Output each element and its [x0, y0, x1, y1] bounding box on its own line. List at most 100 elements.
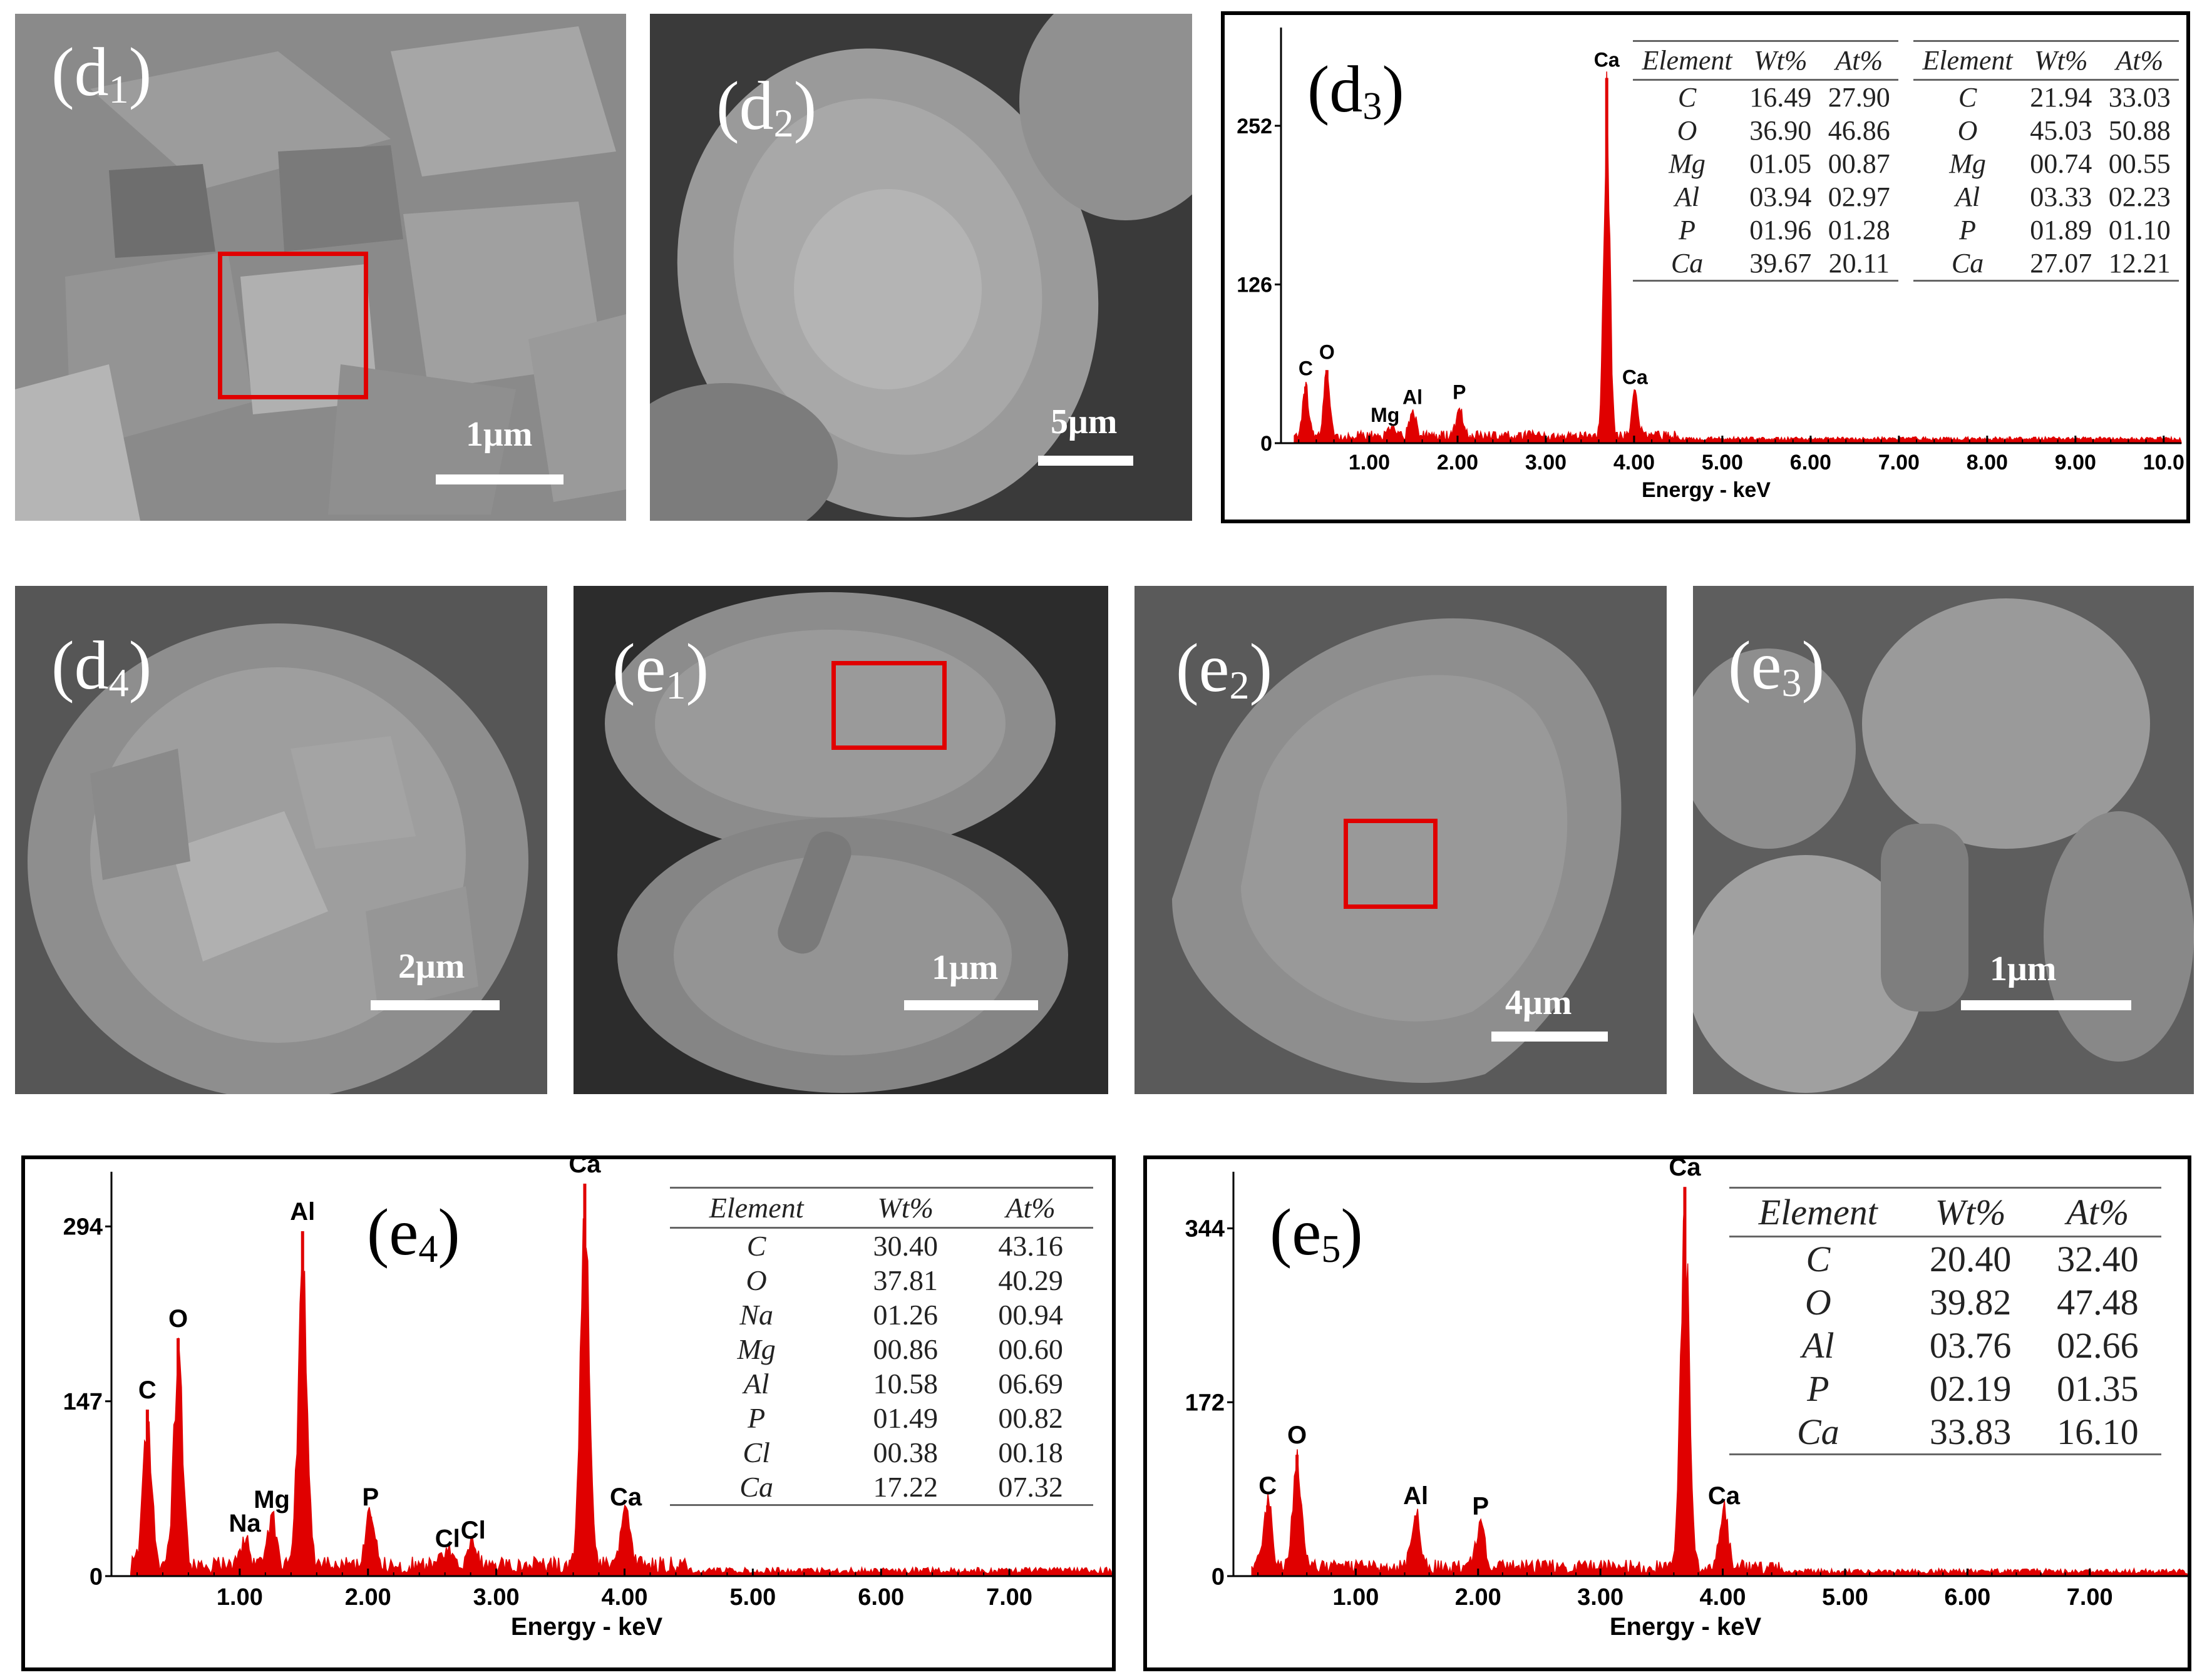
- y-tick-label: 252: [1237, 115, 1272, 138]
- element-cell: Ca: [1729, 1410, 1907, 1455]
- table-header: Wt%: [2022, 40, 2101, 81]
- sem-texture: [650, 14, 1192, 521]
- y-tick-label: 0: [1212, 1564, 1225, 1590]
- element-cell: P: [1959, 215, 1976, 245]
- value-cell: 27.90: [1828, 82, 1890, 113]
- scale-line: [1491, 1032, 1608, 1042]
- table-header: Element: [1913, 40, 2022, 81]
- table-header: At%: [2100, 40, 2179, 81]
- peak-label: Al: [1403, 1482, 1428, 1510]
- eds-spectrum-e5: 1.00 2.00 3.00 4.00 5.00 6.00 7.00 Energy - keV…: [1185, 1159, 2188, 1641]
- table-row: O 37.81 40.29: [670, 1263, 1093, 1298]
- scale-label: 1μm: [466, 415, 533, 454]
- sem-texture: [1693, 586, 2194, 1094]
- sem-image-e2: (e2) 4μm: [1135, 586, 1667, 1094]
- peak-label: Ca: [1708, 1482, 1741, 1510]
- x-tick-label: 5.00: [729, 1584, 776, 1611]
- peak-label: Ca: [1622, 366, 1648, 389]
- x-tick-label: 7.00: [986, 1584, 1032, 1611]
- scale-label: 2μm: [398, 947, 465, 986]
- table-header: Element: [670, 1187, 843, 1229]
- x-tick-label: 3.00: [473, 1584, 520, 1611]
- element-cell: C: [1677, 82, 1697, 113]
- value-cell: 07.32: [968, 1470, 1093, 1506]
- table-row: Ca 33.83 16.10: [1729, 1410, 2161, 1455]
- value-cell: 20.11: [1819, 247, 1898, 282]
- table-row: C 16.49 27.90: [1633, 80, 1898, 115]
- value-cell: 50.88: [2108, 115, 2171, 146]
- peak-label: Mg: [254, 1486, 290, 1514]
- y-tick-label: 344: [1185, 1216, 1225, 1242]
- element-cell: Mg: [1669, 148, 1706, 179]
- x-tick-label: 6.00: [858, 1584, 904, 1611]
- x-tick-label: 8.00: [1967, 451, 2008, 474]
- table-row: Al 03.76 02.66: [1729, 1324, 2161, 1367]
- peak-label: Al: [290, 1198, 315, 1226]
- value-cell: 00.82: [998, 1402, 1063, 1434]
- table-row: P 01.89 01.10: [1913, 213, 2179, 247]
- roi-box: [1344, 819, 1438, 909]
- table-row: Al 03.94 02.97: [1633, 180, 1898, 213]
- element-cell: Al: [1955, 182, 1980, 212]
- table-header: Element: [1633, 40, 1742, 81]
- value-cell: 27.07: [2022, 247, 2101, 282]
- peak-label: Cl: [461, 1517, 486, 1544]
- spectrum-trace: [1294, 71, 2182, 444]
- scale-label: 1μm: [1990, 950, 2057, 988]
- table-row: O 45.03 50.88: [1913, 114, 2179, 147]
- value-cell: 02.23: [2108, 182, 2171, 212]
- value-cell: 02.19: [1929, 1368, 2012, 1409]
- value-cell: 01.49: [873, 1402, 938, 1434]
- eds-spectrum-e4: 1.00 2.00 3.00 4.00 5.00 6.00 7.00 Energy - keV…: [63, 1159, 1112, 1641]
- sem-image-d1: (d1) 1μm: [15, 14, 626, 521]
- x-tick-label: 1.00: [217, 1584, 263, 1611]
- element-cell: Ca: [670, 1470, 843, 1506]
- value-cell: 03.33: [2030, 182, 2092, 212]
- element-cell: C: [746, 1230, 766, 1262]
- value-cell: 00.38: [873, 1437, 938, 1468]
- peak-label: Mg: [1371, 404, 1399, 426]
- element-cell: Ca: [1913, 247, 2022, 282]
- element-cell: Na: [739, 1299, 773, 1331]
- element-cell: Ca: [1633, 247, 1742, 282]
- table-header: Element: [1729, 1187, 1907, 1237]
- element-cell: Al: [1674, 182, 1700, 212]
- scale-label: 5μm: [1051, 402, 1118, 441]
- value-cell: 20.40: [1929, 1239, 2012, 1279]
- panel-label-e2: (e2): [1176, 630, 1273, 707]
- panel-label-e4: (e4): [367, 1196, 460, 1271]
- element-cell: O: [1957, 115, 1978, 146]
- table-header: Wt%: [1741, 40, 1820, 81]
- scale-label: 4μm: [1505, 983, 1572, 1022]
- x-axis-label: Energy - keV: [1610, 1613, 1762, 1641]
- value-cell: 00.94: [998, 1299, 1063, 1331]
- table-row: O 39.82 47.48: [1729, 1281, 2161, 1324]
- element-cell: Mg: [1949, 148, 1986, 179]
- panel-label-d1: (d1): [51, 34, 152, 111]
- peak-label: O: [1287, 1421, 1307, 1449]
- x-tick-label: 4.00: [1700, 1584, 1746, 1611]
- sem-texture: [15, 14, 626, 521]
- table-header: At%: [2034, 1187, 2161, 1237]
- value-cell: 40.29: [998, 1264, 1063, 1296]
- table-header: Wt%: [1906, 1187, 2034, 1237]
- scale-label: 1μm: [932, 948, 999, 987]
- panel-label-e3: (e3): [1728, 627, 1825, 705]
- peak-label: Ca: [569, 1159, 601, 1178]
- element-cell: P: [748, 1402, 766, 1434]
- eds-spectrum-d3: 1.00 2.00 3.00 4.00 5.00 6.00 7.00 8.00 9.00 10.0…: [1237, 28, 2184, 502]
- element-cell: C: [1958, 82, 1977, 113]
- value-cell: 00.60: [998, 1333, 1063, 1365]
- table-row: P 01.49 00.82: [670, 1401, 1093, 1435]
- value-cell: 00.74: [2030, 148, 2092, 179]
- value-cell: 43.16: [998, 1230, 1063, 1262]
- panel-label-d4: (d4): [51, 627, 152, 705]
- sem-texture: [15, 586, 547, 1094]
- value-cell: 01.35: [2057, 1368, 2139, 1409]
- peak-label: Ca: [1594, 48, 1620, 71]
- peak-label: Na: [229, 1510, 261, 1537]
- table-row: C 30.40 43.16: [670, 1228, 1093, 1264]
- value-cell: 01.28: [1828, 215, 1890, 245]
- x-tick-label: 1.00: [1332, 1584, 1379, 1611]
- x-tick-label: 7.00: [2067, 1584, 2113, 1611]
